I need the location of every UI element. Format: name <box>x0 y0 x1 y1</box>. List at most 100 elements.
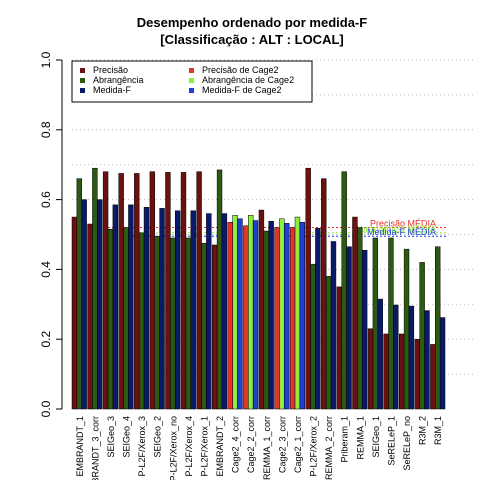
bar <box>71 216 78 410</box>
x-tick-label: EMBRANDT_1 <box>75 416 85 477</box>
bar <box>87 223 93 410</box>
bar <box>143 207 150 410</box>
bar <box>424 310 430 410</box>
bar <box>346 246 352 410</box>
bar <box>248 215 254 410</box>
bar <box>357 227 363 410</box>
bar <box>367 328 374 410</box>
bar <box>325 276 332 410</box>
bar <box>336 286 343 410</box>
legend-label: Medida-F <box>93 85 132 95</box>
legend-label: Medida-F de Cage2 <box>202 85 282 95</box>
legend-label: Precisão de Cage2 <box>202 65 279 75</box>
x-tick-label: Cage2_1_corr <box>293 416 303 473</box>
legend-swatch <box>189 68 194 73</box>
bar <box>112 204 118 410</box>
x-tick-label: P-L2F/Xerox_2 <box>309 416 319 477</box>
bar <box>190 210 196 410</box>
legend-swatch <box>80 88 85 93</box>
bar <box>330 241 337 410</box>
bar <box>134 173 140 410</box>
x-tick-label: Cage2_3_corr <box>277 416 287 473</box>
bar <box>221 213 228 410</box>
bar <box>299 222 305 410</box>
bar <box>321 178 327 410</box>
legend-swatch <box>189 88 194 93</box>
bar <box>388 237 394 410</box>
x-tick-label: Cage2_4_corr <box>231 416 241 473</box>
x-tick-label: SEIGeo_1 <box>371 416 381 458</box>
bar <box>252 220 259 410</box>
legend-swatch <box>80 78 85 83</box>
x-tick-label: P-L2F/Xerox_3 <box>137 416 147 477</box>
bar <box>232 215 238 410</box>
bar <box>383 333 389 410</box>
legend-swatch <box>80 68 85 73</box>
bar <box>237 218 243 410</box>
chart-subtitle: [Classificação : ALT : LOCAL] <box>160 32 343 47</box>
bar <box>403 248 410 410</box>
bar <box>243 225 249 410</box>
bar <box>170 237 176 410</box>
x-tick-label: SEIGeo_4 <box>122 416 132 458</box>
x-tick-label: EMBRANDT_2 <box>215 416 225 477</box>
legend-label: Abrangência de Cage2 <box>202 75 294 85</box>
x-tick-label: P-L2F/Xerox_no <box>168 416 178 480</box>
x-tick-label: P-L2F/Xerox_1 <box>199 416 209 477</box>
bar <box>399 333 405 410</box>
x-tick-label: Cage2_2_corr <box>246 416 256 473</box>
bar <box>92 167 98 410</box>
bar <box>196 171 202 410</box>
bar <box>165 172 171 410</box>
bar <box>284 223 290 410</box>
y-tick-label: 0.6 <box>39 191 53 208</box>
bar <box>289 227 296 410</box>
bar <box>227 222 233 410</box>
bar <box>263 230 269 410</box>
x-tick-label: REMMA_2_corr <box>324 416 334 480</box>
bar <box>118 173 124 410</box>
bar <box>201 242 207 410</box>
y-tick-label: 1.0 <box>39 51 53 68</box>
bar <box>128 204 134 410</box>
y-tick-label: 0.2 <box>39 331 53 348</box>
bar <box>377 298 383 410</box>
x-tick-label: REMMA_1_corr <box>262 416 272 480</box>
bar <box>430 344 436 410</box>
x-tick-label: SeRELeP_1 <box>386 416 396 466</box>
x-axis-labels: EMBRANDT_1 EMBRANDT_3_corr SEIGeo_3 SEIGeo_… <box>75 416 443 480</box>
bar <box>435 246 441 410</box>
x-tick-label: EMBRANDT_3_corr <box>90 416 100 480</box>
y-tick-label: 0.8 <box>39 121 53 138</box>
bar <box>274 227 280 410</box>
x-tick-label: SeRELeP_no <box>402 416 412 471</box>
reference-line-label: Medida-F MÉDIA <box>367 227 436 237</box>
legend-swatch <box>189 78 194 83</box>
bar <box>212 244 218 410</box>
bar <box>185 237 192 410</box>
bar <box>408 305 415 410</box>
bar <box>138 232 145 410</box>
bar-series <box>71 167 446 410</box>
bar <box>154 235 160 410</box>
bar <box>97 199 103 410</box>
bar <box>258 209 265 410</box>
bar <box>174 210 181 410</box>
legend-label: Precisão <box>93 65 128 75</box>
reference-line-label: Abrangência MÉDIA <box>354 224 436 234</box>
reference-line-label: Precisão MÉDIA <box>370 219 436 229</box>
bar <box>352 216 358 410</box>
bar <box>76 178 82 410</box>
bar <box>361 249 368 410</box>
y-tick-label: 0.4 <box>39 261 53 278</box>
bar <box>279 218 285 410</box>
bar <box>315 227 321 410</box>
bar <box>414 338 420 410</box>
bar <box>180 172 187 410</box>
bar <box>159 208 165 410</box>
bar <box>419 262 425 410</box>
bar <box>372 237 379 410</box>
